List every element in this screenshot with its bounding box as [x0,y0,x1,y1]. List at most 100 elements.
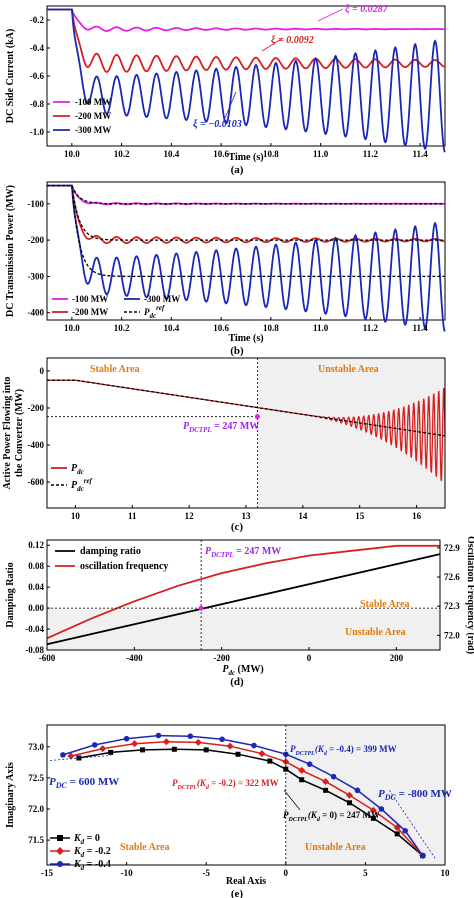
panel-b-xtick-label-3: 10.6 [213,323,229,333]
panel-e-threshold-annotation-3: PDCTPL(Kd = 0) = 247 MW [283,810,380,823]
panel-d-xtick-label-1: -400 [126,653,143,663]
panel-d-xlabel: Pdc (MW) [222,664,263,677]
panel-a-annotation-xi-3: ξ = −0.0103 [193,119,242,130]
panel-d-legend-label-1: damping ratio [80,546,141,557]
panel-e-series-group [50,732,436,860]
panel-b-series-2-line [47,184,446,332]
panel-a-arrow-3 [224,91,237,119]
panel-d-series-group [46,544,441,646]
panel-a-caption: (a) [231,164,244,176]
panel-b-xtick-label-0: 10.0 [64,323,80,333]
panel-d-right-ytick-label-2: 72.3 [444,601,460,611]
panel-a-series-1-line [47,8,445,73]
panel-b-legend-label-4: Pdcref [144,304,165,320]
panel-d-y-ticks: 0.12 0.08 0.04 0.00 -0.04 -0.08 [25,540,50,655]
panel-d-ytick-label-5: -0.08 [25,645,44,655]
panel-e-series-0-point-4 [203,747,209,753]
panel-e-annotation-end: PDC = -800 MW [378,788,452,802]
panel-e-series-2-point-9 [330,773,337,780]
panel-a-arrow-1 [317,8,344,22]
panel-c-ytick-label-3: -600 [28,477,45,487]
panel-c-stable-label: Stable Area [90,364,140,375]
panel-e-unstable-region [285,725,445,865]
panel-e-series-1-point-4 [194,738,202,746]
panel-a-xtick-label-4: 10.8 [263,149,279,159]
panel-c: 10 11 12 13 14 15 16 0 -200 -400 -600 Stable Area… [2,357,446,533]
panel-d-frequency-line [46,544,440,640]
panel-c-threshold-lines [47,358,260,508]
panel-a-ytick-label-2: -0.6 [30,71,45,81]
panel-a-xlabel: Time (s) [228,152,263,163]
panel-c-ylabel-line-1: Active Power Flowing into [2,377,13,490]
panel-e-series-2-point-8 [306,761,313,767]
panel-a-xtick-label-7: 11.4 [412,149,428,159]
panel-e-series-2-point-1 [91,742,98,748]
panel-a-xtick-label-3: 10.6 [213,149,229,159]
panel-b-reference-line-1 [47,184,445,241]
panel-a-xtick-label-1: 10.2 [114,149,130,159]
panel-e-xlabel: Real Axis [226,876,266,887]
panel-e: -15 -10 -5 0 5 10 73.0 72.5 72.0 71.5 Stable Are… [5,724,452,898]
panel-e-legend-label-1: Kd = 0 [73,833,100,846]
panel-e-series-0-point-10 [346,800,352,806]
panel-e-xtick-label-1: -10 [121,868,133,878]
panel-c-series-group [47,379,446,482]
panel-d-stable-label: Stable Area [360,599,410,610]
panel-e-unstable-label: Unstable Area [305,842,366,853]
panel-c-ytick-label-1: -200 [28,403,45,413]
panel-e-series-0-point-8 [299,777,305,783]
panel-c-caption: (c) [231,521,244,533]
panel-b-legend-label-3: -300 MW [144,294,180,304]
panel-e-series-1-point-1 [99,745,107,753]
panel-b-xtick-label-5: 11.0 [313,323,329,333]
panel-c-legend: Pdc Pdcref [51,463,93,493]
panel-e-series-1-point-6 [258,750,266,758]
panel-e-caption: (e) [231,888,244,898]
panel-d-right-ytick-label-0: 72.9 [444,543,460,553]
panel-e-series-2-point-0 [60,752,66,758]
panel-c-xtick-label-2: 12 [185,511,195,521]
panel-c-ytick-label-2: -400 [28,440,45,450]
panel-b-xtick-label-1: 10.2 [114,323,130,333]
panel-a-legend-label-3: -300 MW [75,125,111,135]
panel-b-ylabel: DC Transmission Power (MW) [5,185,16,317]
panel-e-legend: Kd = 0 Kd = -0.2 Kd = -0.4 [50,833,111,872]
panel-e-series-0-point-6 [267,758,273,764]
panel-c-pdc-ref-line [47,379,446,437]
panel-b: 10.0 10.2 10.4 10.6 10.8 11.0 11.2 11.4 -100 -20… [5,181,446,357]
panel-a-series-2-line [47,8,446,153]
panel-e-ytick-label-2: 72.0 [28,804,44,814]
panel-d-ytick-label-2: 0.04 [28,582,44,592]
panel-e-ytick-label-3: 71.5 [28,835,44,845]
panel-d-threshold-lines [47,540,440,650]
panel-e-xtick-label-5: 10 [441,868,451,878]
panel-a-xtick-label-0: 10.0 [64,149,80,159]
panel-e-series-0-point-11 [370,815,376,821]
panel-c-ylabel-line-2: the Converter (MW) [14,389,25,477]
panel-e-series-2-point-3 [155,732,162,739]
panel-e-series-2-point-2 [123,735,130,742]
panel-a-series-group [47,8,446,153]
panel-d-xtick-label-4: 200 [390,653,404,663]
panel-e-stable-label: Stable Area [120,842,170,853]
panel-b-ytick-label-1: -200 [28,235,45,245]
panel-d-caption: (d) [230,676,244,688]
panel-e-series-1-point-0 [67,752,75,760]
panel-e-xtick-label-0: -15 [41,868,53,878]
panel-c-threshold-marker [254,414,260,420]
panel-e-ytick-label-1: 72.5 [28,773,44,783]
panel-c-y-ticks: 0 -200 -400 -600 [28,366,50,487]
panel-b-ytick-label-2: -300 [28,271,45,281]
panel-c-x-ticks: 10 11 12 13 14 15 16 [71,505,422,521]
panel-a-xtick-label-2: 10.4 [164,149,180,159]
panel-d-xtick-label-3: 0 [307,653,312,663]
panel-e-series-2-point-6 [251,742,257,749]
panel-e-threshold-annotation-1: PDCTPL(Kd = -0.4) = 399 MW [290,744,397,757]
panel-c-xtick-label-0: 10 [71,511,81,521]
panel-e-series-1-point-11 [369,806,377,814]
panel-d-right-ytick-label-1: 72.6 [444,572,460,582]
panel-a-xtick-label-5: 11.0 [313,149,329,159]
panel-a-series-0-line [47,8,445,33]
panel-e-series-2-point-12 [402,827,409,834]
panel-e-series-0-point-2 [140,747,146,753]
